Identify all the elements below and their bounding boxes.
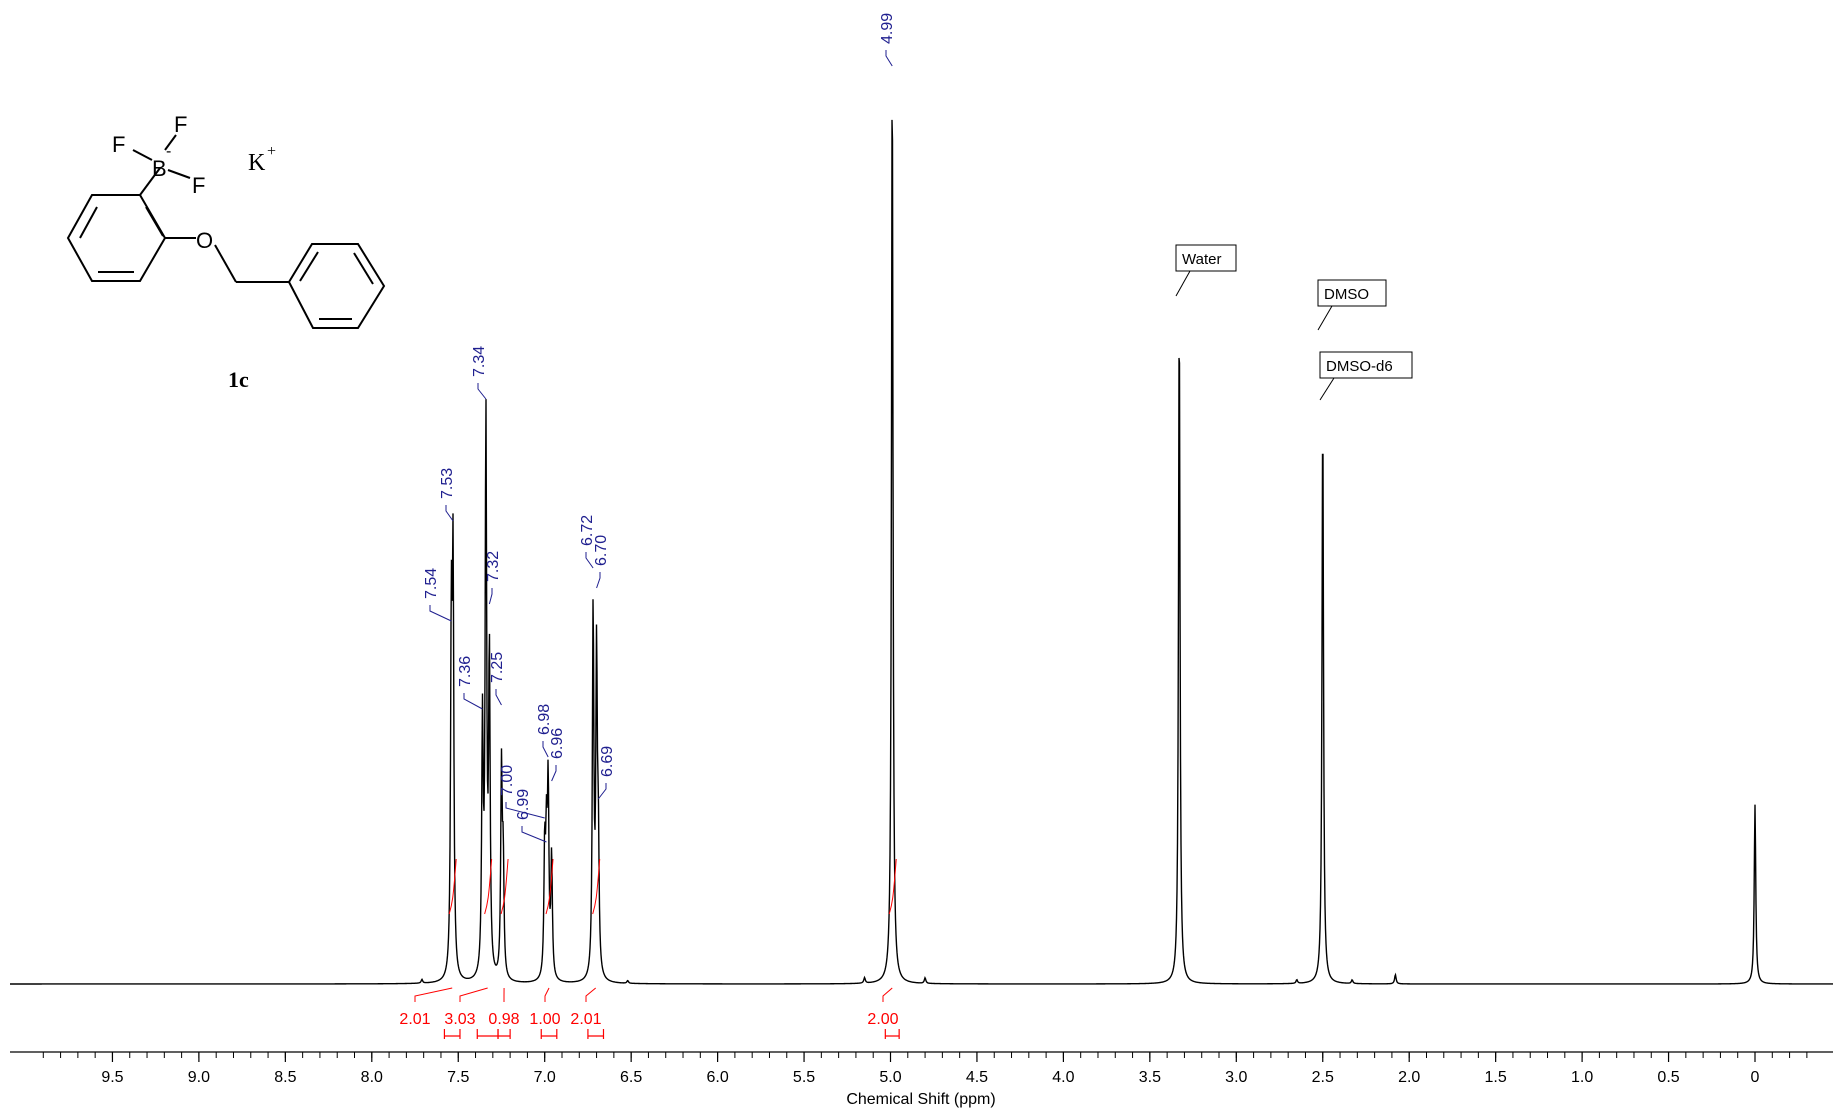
tick-label: 4.0	[1052, 1069, 1074, 1086]
solvent-label: DMSO-d6	[1319, 351, 1413, 401]
boron-charge: -	[166, 143, 171, 160]
x-axis-title: Chemical Shift (ppm)	[846, 1091, 995, 1108]
integral-value: 2.01	[399, 1011, 430, 1028]
solvent-label-layer: Water DMSO DMSO-d6	[1175, 244, 1413, 401]
integral-value: 1.00	[529, 1011, 560, 1028]
tick-label: 8.5	[274, 1069, 296, 1086]
integral: 1.00	[529, 858, 561, 1039]
peak-label-text: 7.36	[457, 656, 474, 687]
integral-curve	[448, 858, 457, 915]
integral-bracket	[587, 1029, 605, 1039]
tick-label: 3.5	[1139, 1069, 1161, 1086]
integral-value: 2.01	[570, 1011, 601, 1028]
peak-label-text: 6.99	[515, 789, 532, 820]
integral-curve	[484, 858, 493, 915]
solvent-label-text: DMSO-d6	[1326, 358, 1393, 375]
peak-label: 7.32	[485, 551, 502, 605]
integral: 2.01	[570, 858, 605, 1039]
tick-label: 0.5	[1657, 1069, 1679, 1086]
tick-label: 9.5	[101, 1069, 123, 1086]
integral-value: 3.03	[444, 1011, 475, 1028]
peak-label-text: 7.00	[499, 765, 516, 796]
peak-label: 4.99	[879, 13, 896, 67]
tick-label: 5.0	[879, 1069, 901, 1086]
integral-bracket	[476, 1029, 499, 1039]
peak-label-text: 6.69	[599, 746, 616, 777]
peak-label-text: 7.34	[471, 346, 488, 377]
x-axis: 9.5 9.0 8.5 8.0 7.5 7.0 6.5 6.0 5.5 5.0 4.5 4.0 3.5 3…	[10, 1051, 1833, 1108]
integral: 0.98	[488, 858, 520, 1039]
peak-label: 7.25	[489, 652, 506, 706]
peak-label-text: 6.72	[579, 515, 596, 546]
fluorine-atom-label: F	[174, 112, 187, 137]
peak-label: 6.72	[579, 515, 596, 569]
peak-label-text: 7.54	[423, 568, 440, 599]
fluorine-atom-label: F	[112, 132, 125, 157]
peak-label: 6.96	[549, 728, 566, 782]
tick-label: 7.0	[534, 1069, 556, 1086]
tick-label: 7.5	[447, 1069, 469, 1086]
peak-label-text: 7.25	[489, 652, 506, 683]
tick-label: 4.5	[966, 1069, 988, 1086]
integral-bracket	[443, 1029, 461, 1039]
peak-label-text: 7.53	[439, 468, 456, 499]
solvent-label: DMSO	[1317, 279, 1387, 331]
integral-value: 0.98	[488, 1011, 519, 1028]
peak-label-text: 7.32	[485, 551, 502, 582]
boron-atom-label: B	[152, 156, 167, 181]
solvent-label: Water	[1175, 244, 1237, 297]
peak-label-layer: 7.54 7.53 7.36 7.34 7.32 7.25 7.006.99 6.986.96…	[423, 13, 896, 843]
integral-layer: 2.01 3.03 0.98 1.00 2.01 2.00	[399, 858, 900, 1039]
peak-label: 6.98	[536, 704, 553, 758]
peak-label: 6.69	[597, 746, 616, 800]
peak-label: 7.34	[471, 346, 488, 400]
tick-label: 2.5	[1312, 1069, 1334, 1086]
integral-curve	[592, 858, 601, 915]
integral-curve	[545, 858, 554, 915]
peak-label: 7.54	[423, 568, 452, 622]
integral-curve	[888, 858, 897, 915]
tick-label: 8.0	[361, 1069, 383, 1086]
integral-bracket	[497, 1029, 511, 1039]
tick-label: 6.5	[620, 1069, 642, 1086]
peak-label: 6.99	[515, 789, 547, 843]
integral-curve	[500, 858, 509, 915]
peak-label: 6.70	[593, 535, 610, 589]
integral-bracket	[540, 1029, 558, 1039]
spectrum-trace	[10, 119, 1833, 985]
compound-label: 1c	[228, 367, 249, 392]
peak-label-text: 6.96	[549, 728, 566, 759]
peak-label-text: 4.99	[879, 13, 896, 44]
tick-label: 3.0	[1225, 1069, 1247, 1086]
peak-label: 7.36	[457, 656, 483, 710]
fluorine-atom-label: F	[192, 173, 205, 198]
tick-label: 0	[1751, 1069, 1760, 1086]
tick-label: 6.0	[706, 1069, 728, 1086]
oxygen-atom-label: O	[196, 228, 213, 253]
counterion-label: K	[248, 150, 266, 176]
peak-label: 7.00	[499, 765, 545, 819]
integral: 2.00	[867, 858, 900, 1039]
peak-label: 7.53	[439, 468, 456, 522]
tick-label: 1.0	[1571, 1069, 1593, 1086]
solvent-label-text: Water	[1182, 251, 1221, 268]
spectrum-trace-layer	[10, 119, 1833, 985]
tick-label: 9.0	[188, 1069, 210, 1086]
tick-label: 5.5	[793, 1069, 815, 1086]
solvent-label-text: DMSO	[1324, 286, 1369, 303]
peak-label-text: 6.70	[593, 535, 610, 566]
counterion-charge: +	[267, 143, 276, 160]
chemical-structure: F F F B - O K + 1c	[66, 112, 386, 392]
tick-label: 1.5	[1485, 1069, 1507, 1086]
integral-bracket	[884, 1029, 900, 1039]
tick-label: 2.0	[1398, 1069, 1420, 1086]
peak-label-text: 6.98	[536, 704, 553, 735]
integral-value: 2.00	[867, 1011, 898, 1028]
integral: 2.01	[399, 858, 461, 1039]
